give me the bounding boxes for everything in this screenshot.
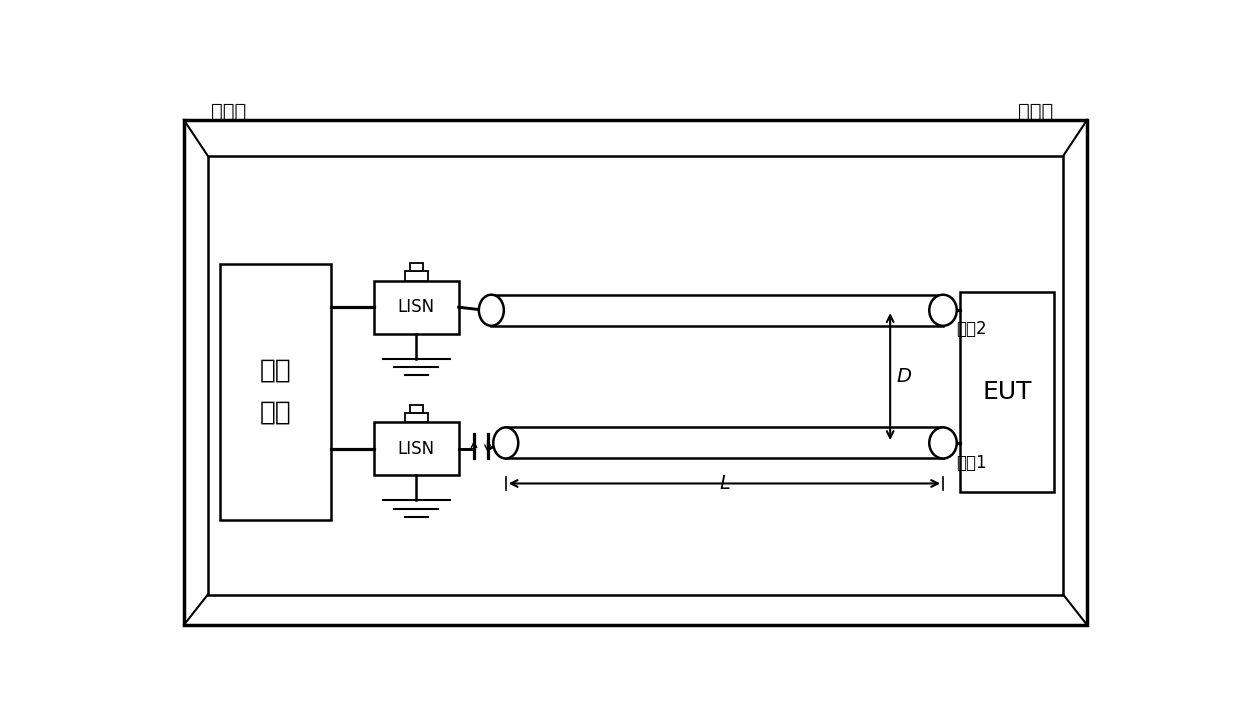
Ellipse shape [494,428,518,459]
Text: D: D [897,367,911,386]
Bar [960,292,1054,492]
Bar [404,413,428,423]
Bar [374,280,459,334]
Bar [208,156,1063,595]
Bar [404,271,428,280]
Text: L: L [719,474,730,493]
Ellipse shape [929,428,957,459]
Text: EUT: EUT [982,380,1032,404]
Bar [410,404,423,413]
Text: 试验台: 试验台 [211,102,246,121]
Bar [410,263,423,271]
Text: 俯视图: 俯视图 [1018,102,1054,121]
Text: 导线1: 导线1 [956,454,987,472]
Text: 导线2: 导线2 [956,319,987,337]
Bar [221,264,331,520]
Ellipse shape [929,295,957,326]
Text: LISN: LISN [398,298,435,317]
Text: LISN: LISN [398,440,435,458]
Bar [374,423,459,475]
Ellipse shape [479,295,503,326]
Text: 供电
系统: 供电 系统 [259,358,291,426]
